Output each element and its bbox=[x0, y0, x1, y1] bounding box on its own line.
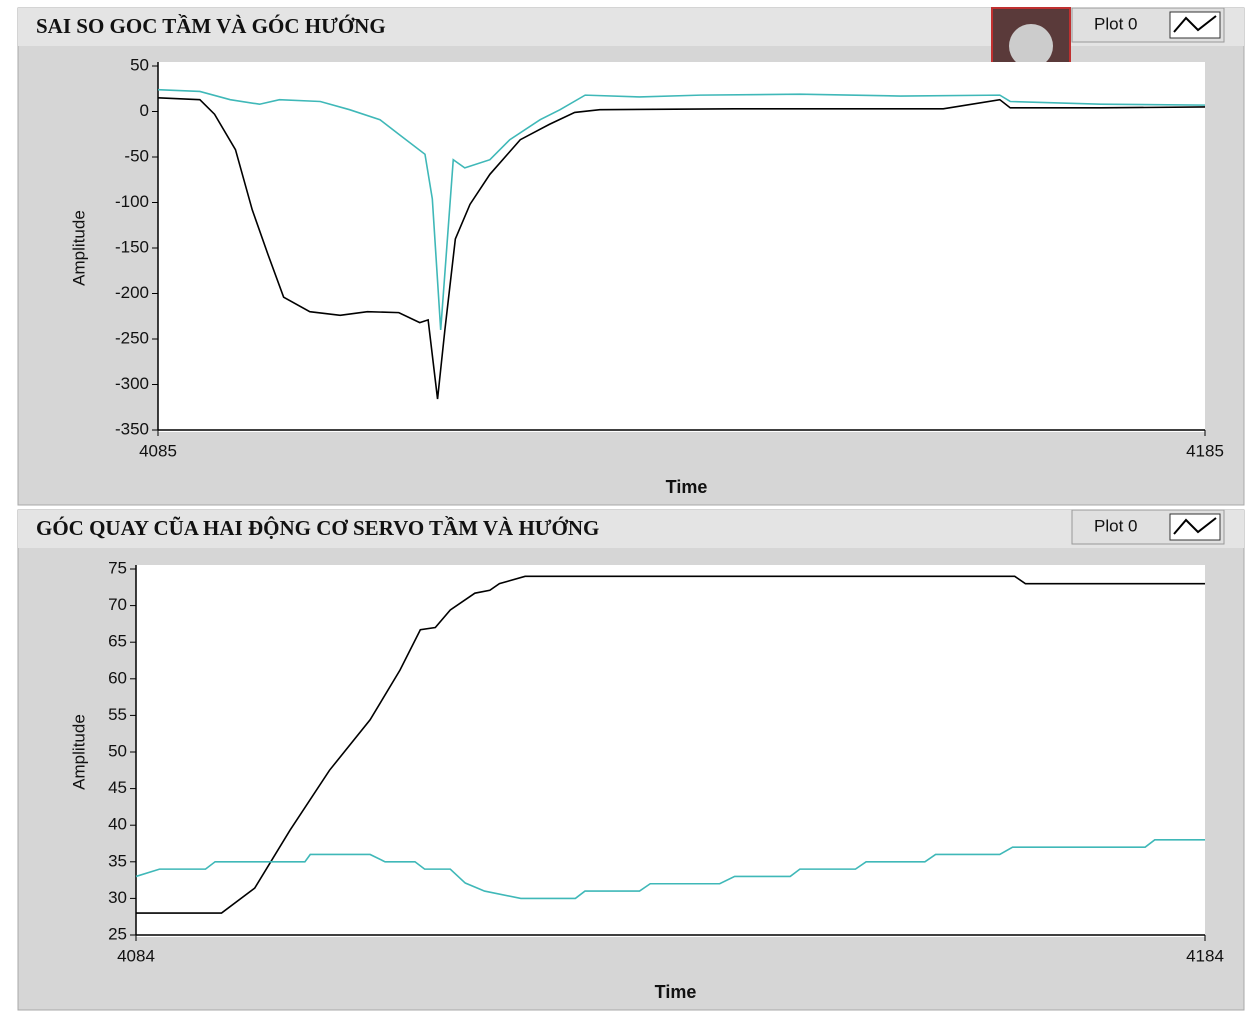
y-tick-label: 45 bbox=[108, 778, 127, 797]
page: SAI SO GOC TẦM VÀ GÓC HƯỚNG Plot 0 -350 -30… bbox=[0, 0, 1250, 1012]
x-tick-label: 4084 bbox=[117, 946, 155, 965]
y-tick-label: 60 bbox=[108, 668, 127, 687]
y-tick-label: -300 bbox=[115, 374, 149, 393]
y-tick-label: 25 bbox=[108, 924, 127, 943]
icon-face bbox=[1009, 24, 1053, 68]
chart-title: GÓC QUAY CŨA HAI ĐỘNG CƠ SERVO TẦM VÀ HƯ… bbox=[36, 516, 599, 540]
y-tick-label: 70 bbox=[108, 595, 127, 614]
y-tick-label: 50 bbox=[130, 55, 149, 74]
y-axis-label: Amplitude bbox=[69, 210, 88, 286]
legend-label: Plot 0 bbox=[1094, 516, 1137, 535]
y-tick-label: 75 bbox=[108, 558, 127, 577]
x-tick-label: 4184 bbox=[1186, 946, 1224, 965]
x-tick-label: 4185 bbox=[1186, 441, 1224, 460]
y-tick-label: -350 bbox=[115, 419, 149, 438]
y-tick-label: 30 bbox=[108, 888, 127, 907]
y-tick-label: 35 bbox=[108, 851, 127, 870]
plot-area bbox=[136, 565, 1205, 937]
y-tick-label: -200 bbox=[115, 283, 149, 302]
legend-swatch bbox=[1170, 514, 1220, 540]
y-tick-label: 50 bbox=[108, 741, 127, 760]
y-axis-label: Amplitude bbox=[69, 714, 88, 790]
screen: SAI SO GOC TẦM VÀ GÓC HƯỚNG Plot 0 -350 -30… bbox=[0, 0, 1250, 1012]
x-axis-label: Time bbox=[655, 982, 697, 1002]
plot-area bbox=[158, 62, 1205, 432]
y-tick-label: -100 bbox=[115, 192, 149, 211]
legend-label: Plot 0 bbox=[1094, 14, 1137, 33]
y-tick-label: 55 bbox=[108, 705, 127, 724]
legend-swatch bbox=[1170, 12, 1220, 38]
y-tick-label: 65 bbox=[108, 632, 127, 651]
chart-title: SAI SO GOC TẦM VÀ GÓC HƯỚNG bbox=[36, 14, 386, 38]
y-tick-label: -50 bbox=[124, 146, 149, 165]
y-tick-label: 40 bbox=[108, 815, 127, 834]
y-tick-label: -250 bbox=[115, 328, 149, 347]
x-axis-label: Time bbox=[666, 477, 708, 497]
y-tick-label: -150 bbox=[115, 237, 149, 256]
y-tick-label: 0 bbox=[140, 101, 149, 120]
x-tick-label: 4085 bbox=[139, 441, 177, 460]
